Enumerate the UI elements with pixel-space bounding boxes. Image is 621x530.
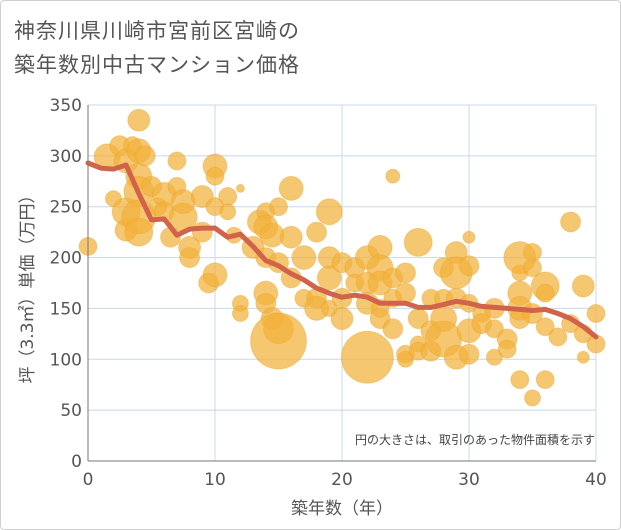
y-tick-label: 0 bbox=[71, 452, 82, 472]
y-tick-label: 200 bbox=[50, 249, 82, 269]
bubble-point bbox=[560, 211, 582, 233]
size-annotation: 円の大きさは、取引のあった物件面積を示す bbox=[355, 432, 595, 447]
x-tick-label: 0 bbox=[83, 470, 94, 490]
bubble-point bbox=[306, 221, 328, 243]
bubble-point bbox=[205, 166, 225, 186]
bubble-point bbox=[395, 282, 416, 304]
x-tick-label: 40 bbox=[585, 470, 607, 490]
bubble-point bbox=[250, 312, 307, 370]
x-tick-label: 10 bbox=[204, 470, 226, 490]
bubble-point bbox=[278, 175, 304, 201]
y-tick-label: 150 bbox=[50, 299, 82, 319]
chart-title: 神奈川県川崎市宮前区宮崎の 築年数別中古マンション価格 bbox=[14, 14, 300, 82]
bubble-point bbox=[385, 168, 401, 184]
bubble-point bbox=[315, 198, 343, 226]
bubble-point bbox=[218, 187, 238, 207]
bubble-point bbox=[458, 255, 480, 277]
bubble-point bbox=[524, 389, 541, 407]
x-tick-label: 20 bbox=[331, 470, 353, 490]
chart-title-line-2: 築年数別中古マンション価格 bbox=[14, 53, 300, 77]
bubble-point bbox=[134, 145, 156, 167]
bubble-point bbox=[576, 350, 590, 364]
bubble-point bbox=[458, 343, 480, 365]
bubble-point bbox=[395, 262, 416, 284]
plot-area bbox=[78, 108, 606, 407]
bubble-point bbox=[124, 217, 154, 247]
y-tick-label: 350 bbox=[50, 96, 82, 116]
bubble-point bbox=[571, 274, 595, 298]
bubble-point bbox=[179, 247, 201, 269]
bubble-point bbox=[497, 339, 517, 359]
bubble-point bbox=[202, 262, 228, 288]
bubble-point bbox=[535, 283, 555, 303]
bubble-point bbox=[231, 305, 249, 323]
bubble-point bbox=[485, 348, 503, 366]
bubble-point bbox=[510, 370, 530, 390]
x-tick-label: 30 bbox=[458, 470, 480, 490]
x-axis-title: 築年数（年） bbox=[291, 499, 393, 519]
y-tick-label: 300 bbox=[50, 147, 82, 167]
bubble-point bbox=[548, 327, 568, 347]
bubble-point bbox=[382, 318, 404, 340]
bubble-point bbox=[191, 221, 213, 243]
bubble-point bbox=[340, 330, 394, 384]
y-tick-label: 250 bbox=[50, 198, 82, 218]
bubble-point bbox=[235, 183, 245, 193]
bubble-point bbox=[279, 225, 303, 249]
trend-line bbox=[85, 160, 599, 340]
chart-title-line-1: 神奈川県川崎市宮前区宮崎の bbox=[14, 19, 300, 43]
bubble-point bbox=[219, 203, 237, 221]
bubble-point bbox=[586, 304, 606, 324]
bubble-point bbox=[397, 350, 414, 368]
y-axis-title: 坪（3.3㎡）単価（万円） bbox=[18, 186, 38, 383]
bubble-point bbox=[316, 265, 342, 291]
bubble-point bbox=[127, 108, 151, 132]
bubble-point bbox=[167, 151, 187, 171]
bubble-point bbox=[403, 227, 433, 257]
y-tick-label: 50 bbox=[60, 401, 82, 421]
bubble-point bbox=[523, 258, 542, 278]
bubble-point bbox=[330, 307, 354, 331]
axes: 0 50 100 150 200 250 300 350 0 10 20 30 40 bbox=[50, 96, 607, 490]
bubble-point bbox=[291, 245, 317, 271]
y-tick-label: 100 bbox=[50, 350, 82, 370]
bubble-point bbox=[535, 317, 555, 337]
bubble-point bbox=[535, 370, 555, 390]
bubble-point bbox=[269, 197, 288, 217]
bubble-point bbox=[462, 230, 476, 244]
